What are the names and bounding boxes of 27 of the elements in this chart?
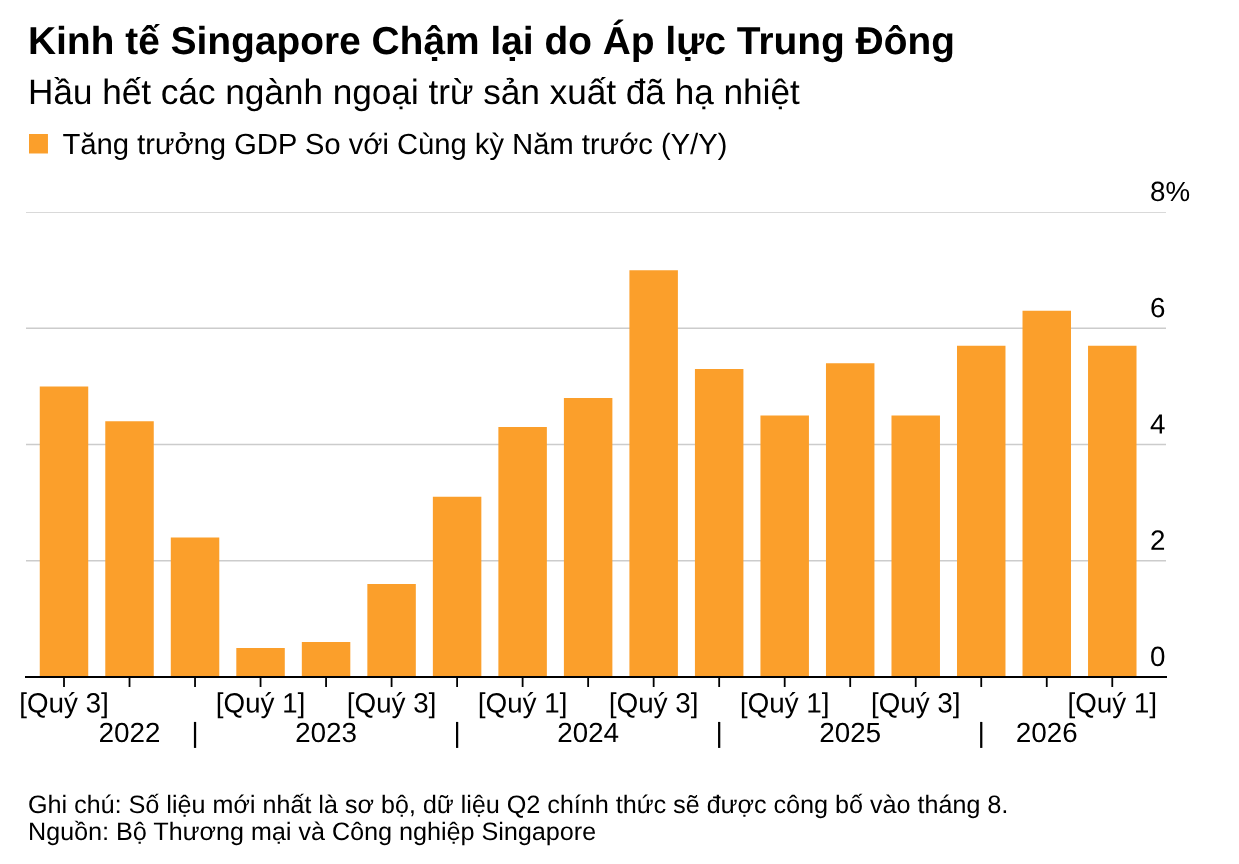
x-tick-label: [Quý 1] bbox=[217, 692, 304, 719]
y-tick-label: 8% bbox=[1151, 181, 1190, 202]
y-tick-label: 0 bbox=[1151, 646, 1165, 667]
legend-label: Tăng trưởng GDP So với Cùng kỳ Năm trước (Y/Y) bbox=[63, 131, 726, 161]
x-tick-label: 2026 bbox=[1017, 722, 1077, 743]
chart-title: Kinh tế Singapore Chậm lại do Áp lực Trung Đông bbox=[30, 19, 953, 63]
x-tick-label: 2022 bbox=[100, 722, 160, 743]
x-tick-label: 2023 bbox=[296, 722, 356, 743]
y-tick-label: 4 bbox=[1150, 414, 1165, 434]
x-tick-label: | bbox=[193, 721, 197, 748]
text: Nguồn: Bộ Thương mại và Công nghiệp Singapore bbox=[30, 820, 596, 846]
x-tick-label: | bbox=[980, 721, 983, 748]
x-tick-label: | bbox=[718, 721, 721, 748]
x-tick-label: [Quý 3] bbox=[348, 692, 435, 719]
x-tick-label: [Quý 3] bbox=[21, 692, 107, 719]
x-tick-label: [Quý 3] bbox=[872, 692, 959, 719]
text: Ghi chú: Số liệu mới nhất là sơ bộ, dữ liệu Q2 chính thức sẽ được công bố vào tháng 8. bbox=[29, 793, 1007, 819]
x-tick-label: [Quý 1] bbox=[741, 692, 828, 719]
x-tick-label: 2025 bbox=[820, 722, 880, 743]
x-tick-label: [Quý 3] bbox=[610, 692, 697, 719]
x-tick-label: 2024 bbox=[558, 722, 619, 743]
x-tick-label: [Quý 1] bbox=[479, 692, 566, 719]
chart-subtitle: Hầu hết các ngành ngoại trừ sản xuất đã hạ nhiệt bbox=[30, 76, 800, 112]
x-tick-label: | bbox=[455, 721, 459, 748]
x-tick-label: [Quý 1] bbox=[1069, 692, 1156, 719]
y-tick-label: 2 bbox=[1151, 530, 1165, 550]
y-tick-label: 6 bbox=[1151, 297, 1165, 318]
